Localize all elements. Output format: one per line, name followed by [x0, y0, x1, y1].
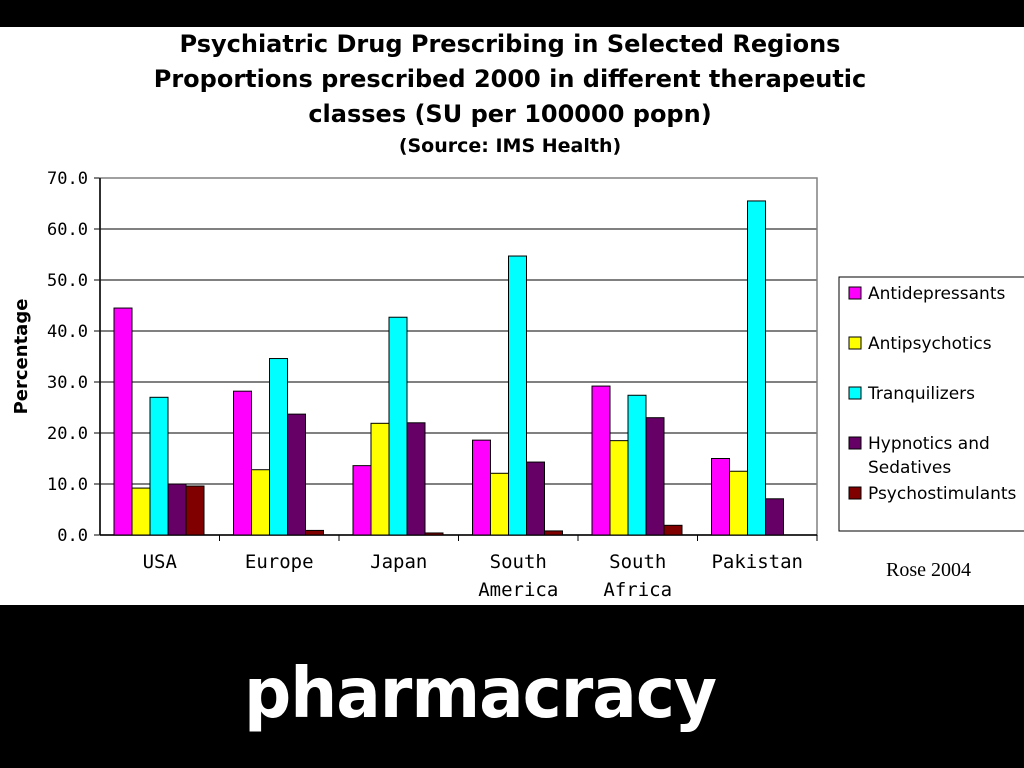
y-tick-label: 0.0 — [57, 526, 88, 546]
bar — [233, 390, 252, 536]
bar — [627, 394, 647, 536]
bar — [472, 439, 491, 536]
bar-chart: 0.0 10.0 20.0 30.0 40.0 50.0 60.0 70.0 Percentag… — [11, 169, 1024, 601]
bar — [149, 396, 169, 536]
bar — [747, 200, 766, 536]
bar — [544, 530, 563, 536]
x-tick-label: Japan — [370, 551, 427, 573]
legend-box — [838, 276, 1024, 532]
y-tick-label: 30.0 — [47, 373, 88, 393]
x-tick-label: USA — [143, 551, 178, 573]
chart-title-line-2: Proportions prescribed 2000 in different… — [153, 65, 867, 93]
bar — [305, 529, 324, 536]
plot-border — [99, 177, 818, 536]
chart-title-line-3: classes (SU per 100000 popn) — [308, 100, 712, 128]
credit-text: Rose 2004 — [886, 559, 971, 581]
slide-area: Psychiatric Drug Prescribing in Selected… — [0, 27, 1024, 605]
bar — [663, 524, 683, 536]
y-tick-label: 60.0 — [47, 220, 88, 240]
bar — [287, 413, 306, 536]
x-tick-label: America — [478, 579, 558, 601]
bar — [131, 487, 151, 536]
bar — [113, 307, 133, 536]
bar — [424, 532, 444, 536]
bar — [406, 422, 426, 536]
bar — [508, 255, 527, 536]
legend-label: Antidepressants — [868, 284, 1005, 304]
x-tick-label: South — [490, 551, 547, 573]
bar — [251, 469, 270, 536]
footer-title: pharmacracy — [244, 653, 717, 734]
bar — [269, 358, 288, 536]
legend-label: Tranquilizers — [867, 384, 975, 404]
legend-swatch — [848, 386, 862, 400]
bar — [185, 485, 205, 536]
x-tick-label: Pakistan — [711, 551, 803, 573]
bar — [765, 498, 784, 536]
bar — [388, 316, 408, 536]
x-tick-label: Europe — [245, 551, 314, 573]
y-tick-label: 70.0 — [47, 169, 88, 189]
bar — [591, 385, 611, 536]
x-tick-label: Africa — [603, 579, 672, 601]
y-tick-label: 20.0 — [47, 424, 88, 444]
bar — [526, 461, 545, 536]
legend-label: Sedatives — [868, 458, 951, 478]
y-tick-label: 40.0 — [47, 322, 88, 342]
chart-subtitle: (Source: IMS Health) — [398, 135, 622, 157]
y-axis-label: Percentage — [11, 299, 32, 415]
bar — [352, 465, 372, 536]
bar — [711, 458, 730, 536]
legend-swatch — [848, 486, 862, 500]
x-tick-label: South — [609, 551, 666, 573]
y-tick-label: 50.0 — [47, 271, 88, 291]
bar — [370, 422, 390, 536]
bar — [645, 417, 665, 536]
legend-swatch — [848, 286, 862, 300]
chart-title-line-1: Psychiatric Drug Prescribing in Selected… — [179, 30, 841, 58]
legend-label: Antipsychotics — [868, 334, 992, 354]
bar — [167, 483, 187, 536]
legend-label: Hypnotics and — [868, 434, 990, 454]
legend-swatch — [848, 336, 862, 350]
y-tick-label: 10.0 — [47, 475, 88, 495]
legend-swatch — [848, 436, 862, 450]
bar — [609, 440, 629, 536]
legend-label: Psychostimulants — [868, 484, 1017, 504]
bar — [490, 472, 509, 536]
bar — [729, 470, 748, 536]
